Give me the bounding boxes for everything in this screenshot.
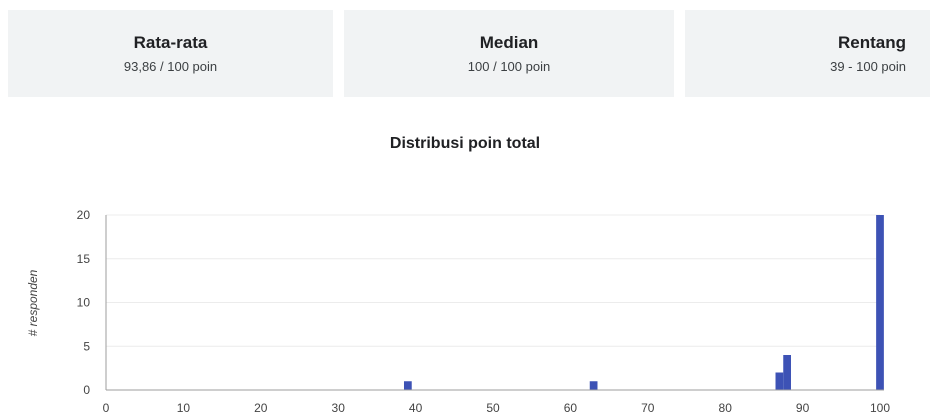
stat-card-range: Rentang 39 - 100 poin <box>685 10 930 97</box>
y-axis-label: # responden <box>26 269 40 336</box>
x-tick-label: 60 <box>564 401 578 414</box>
y-tick-label: 10 <box>77 296 91 310</box>
x-tick-label: 80 <box>719 401 733 414</box>
bar <box>403 381 412 390</box>
y-tick-label: 5 <box>83 339 90 353</box>
bars <box>403 215 884 390</box>
x-tick-label: 50 <box>486 401 500 414</box>
y-axis-ticks: 0 5 10 15 20 <box>77 208 91 397</box>
x-tick-label: 10 <box>177 401 191 414</box>
y-tick-label: 0 <box>83 383 90 397</box>
stat-value: 93,86 / 100 poin <box>123 59 218 74</box>
stat-card-median: Median 100 / 100 poin <box>344 10 674 97</box>
summary-stats: Rata-rata 93,86 / 100 poin Median 100 / … <box>8 10 930 97</box>
x-tick-label: 30 <box>332 401 346 414</box>
stat-value: 39 - 100 poin <box>830 59 906 74</box>
x-axis-ticks: 0 10 20 30 40 50 60 70 80 90 100 <box>103 401 891 414</box>
x-tick-label: 0 <box>103 401 110 414</box>
chart-title: Distribusi poin total <box>389 135 541 152</box>
bar <box>589 381 598 390</box>
stat-label: Rata-rata <box>133 33 208 52</box>
x-tick-label: 100 <box>870 401 890 414</box>
bar <box>876 215 884 390</box>
y-tick-label: 15 <box>77 252 91 266</box>
grid-lines <box>106 214 880 347</box>
stat-label: Median <box>479 33 539 52</box>
bar <box>783 355 791 390</box>
x-tick-label: 90 <box>796 401 810 414</box>
stat-card-mean: Rata-rata 93,86 / 100 poin <box>8 10 333 97</box>
y-tick-label: 20 <box>77 208 91 222</box>
stat-value: 100 / 100 poin <box>467 59 551 74</box>
x-tick-label: 70 <box>641 401 655 414</box>
bar <box>775 372 784 390</box>
x-tick-label: 40 <box>409 401 423 414</box>
x-tick-label: 20 <box>254 401 268 414</box>
stat-label: Rentang <box>838 33 906 52</box>
